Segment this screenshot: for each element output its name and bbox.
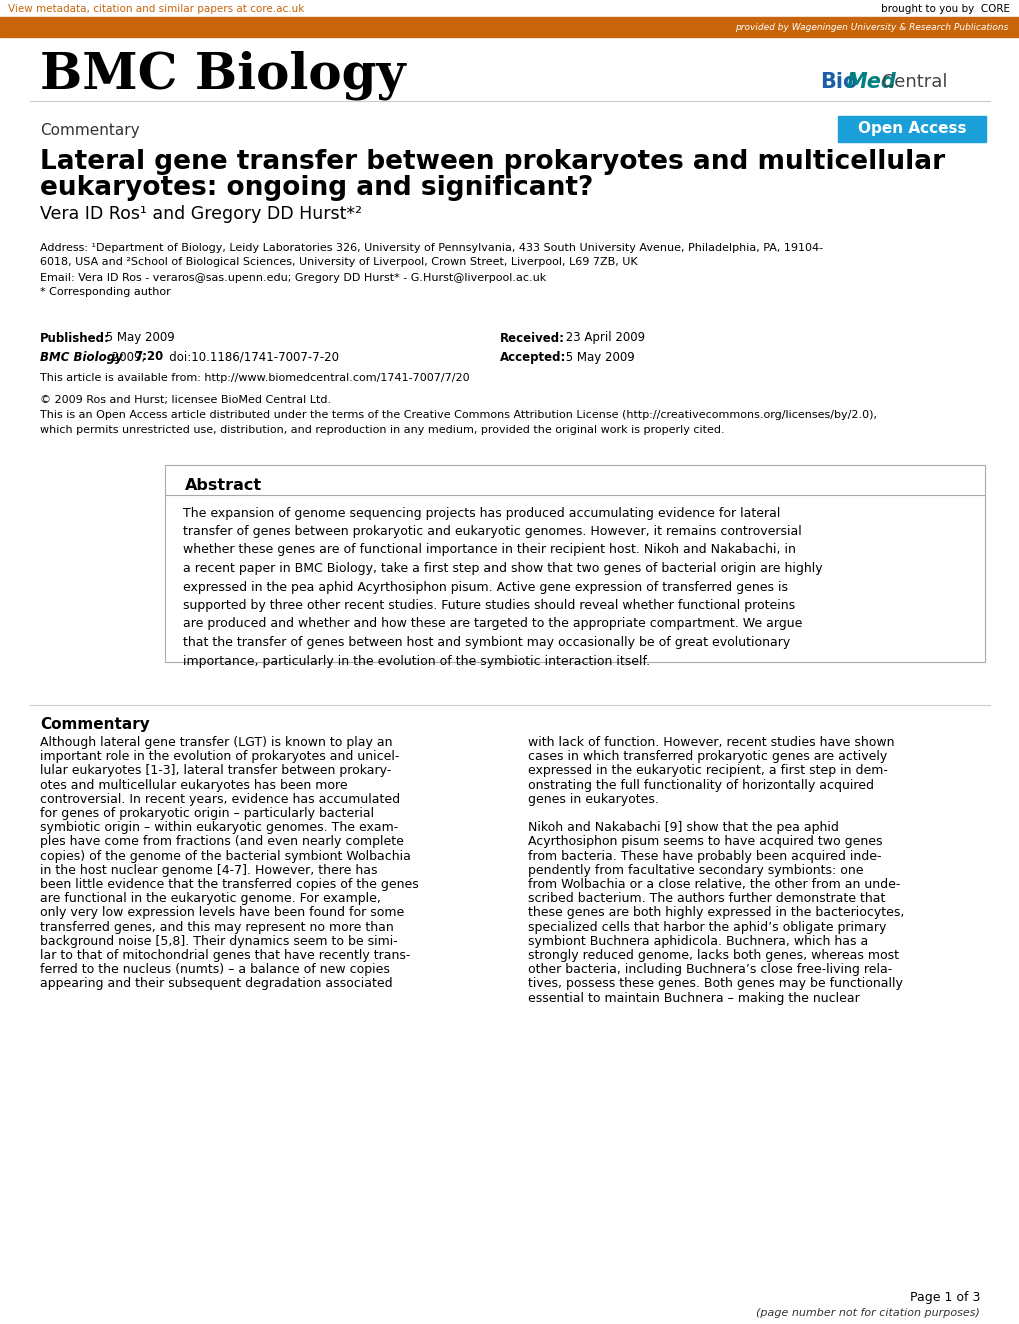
Text: essential to maintain Buchnera – making the nuclear: essential to maintain Buchnera – making …: [528, 992, 859, 1005]
Text: in the host nuclear genome [4-7]. However, there has: in the host nuclear genome [4-7]. Howeve…: [40, 863, 377, 876]
Text: 7:20: 7:20: [133, 351, 163, 364]
Text: controversial. In recent years, evidence has accumulated: controversial. In recent years, evidence…: [40, 793, 399, 806]
Text: symbiont Buchnera aphidicola. Buchnera, which has a: symbiont Buchnera aphidicola. Buchnera, …: [528, 935, 867, 948]
Text: for genes of prokaryotic origin – particularly bacterial: for genes of prokaryotic origin – partic…: [40, 808, 374, 820]
Text: otes and multicellular eukaryotes has been more: otes and multicellular eukaryotes has be…: [40, 779, 347, 792]
Text: genes in eukaryotes.: genes in eukaryotes.: [528, 793, 658, 806]
Text: * Corresponding author: * Corresponding author: [40, 287, 170, 297]
Text: brought to you by  CORE: brought to you by CORE: [880, 4, 1009, 15]
Text: View metadata, citation and similar papers at core.ac.uk: View metadata, citation and similar pape…: [8, 4, 304, 15]
Text: Lateral gene transfer between prokaryotes and multicellular: Lateral gene transfer between prokaryote…: [40, 150, 945, 175]
Text: supported by three other recent studies. Future studies should reveal whether fu: supported by three other recent studies.…: [182, 598, 795, 612]
Text: Received:: Received:: [499, 331, 565, 344]
Text: expressed in the pea aphid Acyrthosiphon pisum. Active gene expression of transf: expressed in the pea aphid Acyrthosiphon…: [182, 580, 788, 593]
Text: Med: Med: [846, 71, 896, 91]
Text: a recent paper in BMC Biology, take a first step and show that two genes of bact: a recent paper in BMC Biology, take a fi…: [182, 561, 821, 575]
Text: Open Access: Open Access: [857, 122, 965, 136]
Text: whether these genes are of functional importance in their recipient host. Nikoh : whether these genes are of functional im…: [182, 543, 795, 556]
Text: Commentary: Commentary: [40, 718, 150, 732]
Bar: [0, 17, 1019, 37]
Text: specialized cells that harbor the aphid’s obligate primary: specialized cells that harbor the aphid’…: [528, 920, 886, 933]
Text: are functional in the eukaryotic genome. For example,: are functional in the eukaryotic genome.…: [40, 892, 380, 906]
Text: ples have come from fractions (and even nearly complete: ples have come from fractions (and even …: [40, 835, 404, 849]
Text: 5 May 2009: 5 May 2009: [102, 331, 174, 344]
Text: lular eukaryotes [1-3], lateral transfer between prokary-: lular eukaryotes [1-3], lateral transfer…: [40, 764, 391, 777]
Text: © 2009 Ros and Hurst; licensee BioMed Central Ltd.: © 2009 Ros and Hurst; licensee BioMed Ce…: [40, 395, 331, 405]
Text: with lack of function. However, recent studies have shown: with lack of function. However, recent s…: [528, 736, 894, 749]
Text: been little evidence that the transferred copies of the genes: been little evidence that the transferre…: [40, 878, 419, 891]
Text: Address: ¹Department of Biology, Leidy Laboratories 326, University of Pennsylva: Address: ¹Department of Biology, Leidy L…: [40, 244, 822, 253]
Text: strongly reduced genome, lacks both genes, whereas most: strongly reduced genome, lacks both gene…: [528, 949, 898, 963]
Text: pendently from facultative secondary symbionts: one: pendently from facultative secondary sym…: [528, 863, 863, 876]
Text: only very low expression levels have been found for some: only very low expression levels have bee…: [40, 907, 404, 919]
Text: Nikoh and Nakabachi [9] show that the pea aphid: Nikoh and Nakabachi [9] show that the pe…: [528, 821, 838, 834]
Text: Vera ID Ros¹ and Gregory DD Hurst*²: Vera ID Ros¹ and Gregory DD Hurst*²: [40, 205, 362, 222]
Text: This is an Open Access article distributed under the terms of the Creative Commo: This is an Open Access article distribut…: [40, 410, 876, 420]
Text: scribed bacterium. The authors further demonstrate that: scribed bacterium. The authors further d…: [528, 892, 884, 906]
Text: doi:10.1186/1741-7007-7-20: doi:10.1186/1741-7007-7-20: [158, 351, 338, 364]
Text: copies) of the genome of the bacterial symbiont Wolbachia: copies) of the genome of the bacterial s…: [40, 850, 411, 863]
Text: expressed in the eukaryotic recipient, a first step in dem-: expressed in the eukaryotic recipient, a…: [528, 764, 887, 777]
Text: appearing and their subsequent degradation associated: appearing and their subsequent degradati…: [40, 977, 392, 990]
Text: Published:: Published:: [40, 331, 110, 344]
Text: Abstract: Abstract: [184, 478, 262, 493]
Text: importance, particularly in the evolution of the symbiotic interaction itself.: importance, particularly in the evolutio…: [182, 654, 649, 667]
Text: eukaryotes: ongoing and significant?: eukaryotes: ongoing and significant?: [40, 175, 593, 201]
Text: tives, possess these genes. Both genes may be functionally: tives, possess these genes. Both genes m…: [528, 977, 902, 990]
Bar: [838, 117, 985, 142]
Text: background noise [5,8]. Their dynamics seem to be simi-: background noise [5,8]. Their dynamics s…: [40, 935, 397, 948]
Text: (page number not for citation purposes): (page number not for citation purposes): [755, 1308, 979, 1317]
Text: transfer of genes between prokaryotic and eukaryotic genomes. However, it remain: transfer of genes between prokaryotic an…: [182, 526, 801, 538]
Text: from bacteria. These have probably been acquired inde-: from bacteria. These have probably been …: [528, 850, 880, 863]
Text: these genes are both highly expressed in the bacteriocytes,: these genes are both highly expressed in…: [528, 907, 904, 919]
Text: BMC Biology: BMC Biology: [40, 50, 406, 99]
Text: onstrating the full functionality of horizontally acquired: onstrating the full functionality of hor…: [528, 779, 873, 792]
Text: BMC Biology: BMC Biology: [40, 351, 122, 364]
Text: provided by Wageningen University & Research Publications: provided by Wageningen University & Rese…: [734, 23, 1007, 32]
Text: ferred to the nucleus (numts) – a balance of new copies: ferred to the nucleus (numts) – a balanc…: [40, 963, 389, 976]
Text: 6018, USA and ²School of Biological Sciences, University of Liverpool, Crown Str: 6018, USA and ²School of Biological Scie…: [40, 257, 637, 267]
Text: 2009,: 2009,: [108, 351, 149, 364]
Text: Bio: Bio: [819, 71, 857, 91]
Text: Email: Vera ID Ros - veraros@sas.upenn.edu; Gregory DD Hurst* - G.Hurst@liverpoo: Email: Vera ID Ros - veraros@sas.upenn.e…: [40, 273, 546, 283]
Text: cases in which transferred prokaryotic genes are actively: cases in which transferred prokaryotic g…: [528, 751, 887, 763]
Text: important role in the evolution of prokaryotes and unicel-: important role in the evolution of proka…: [40, 751, 399, 763]
Text: transferred genes, and this may represent no more than: transferred genes, and this may represen…: [40, 920, 393, 933]
Text: are produced and whether and how these are targeted to the appropriate compartme: are produced and whether and how these a…: [182, 617, 802, 630]
Text: from Wolbachia or a close relative, the other from an unde-: from Wolbachia or a close relative, the …: [528, 878, 900, 891]
Text: 23 April 2009: 23 April 2009: [561, 331, 644, 344]
Text: Page 1 of 3: Page 1 of 3: [909, 1291, 979, 1304]
Bar: [165, 465, 984, 662]
Text: that the transfer of genes between host and symbiont may occasionally be of grea: that the transfer of genes between host …: [182, 636, 790, 649]
Text: This article is available from: http://www.biomedcentral.com/1741-7007/7/20: This article is available from: http://w…: [40, 373, 469, 383]
Text: symbiotic origin – within eukaryotic genomes. The exam-: symbiotic origin – within eukaryotic gen…: [40, 821, 397, 834]
Text: Acyrthosiphon pisum seems to have acquired two genes: Acyrthosiphon pisum seems to have acquir…: [528, 835, 881, 849]
Text: 5 May 2009: 5 May 2009: [561, 351, 634, 364]
Text: Accepted:: Accepted:: [499, 351, 566, 364]
Text: Commentary: Commentary: [40, 123, 140, 138]
Text: which permits unrestricted use, distribution, and reproduction in any medium, pr: which permits unrestricted use, distribu…: [40, 425, 723, 436]
Text: Although lateral gene transfer (LGT) is known to play an: Although lateral gene transfer (LGT) is …: [40, 736, 392, 749]
Text: lar to that of mitochondrial genes that have recently trans-: lar to that of mitochondrial genes that …: [40, 949, 410, 963]
Text: Central: Central: [875, 73, 947, 91]
Text: other bacteria, including Buchnera’s close free-living rela-: other bacteria, including Buchnera’s clo…: [528, 963, 892, 976]
Text: The expansion of genome sequencing projects has produced accumulating evidence f: The expansion of genome sequencing proje…: [182, 507, 780, 519]
